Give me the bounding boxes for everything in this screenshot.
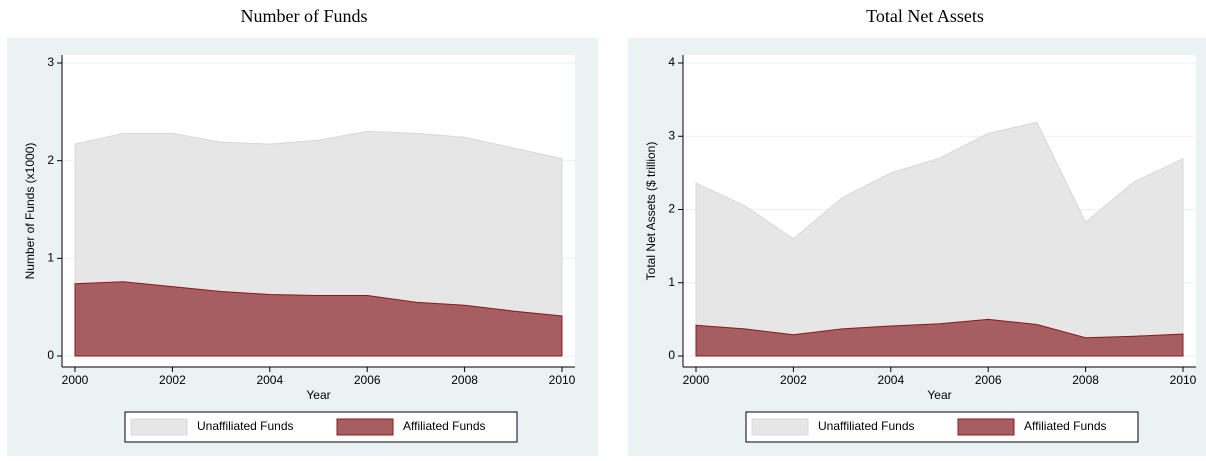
y-axis-label: Number of Funds (x1000) <box>23 143 37 280</box>
legend-label: Unaffiliated Funds <box>818 419 915 433</box>
legend-swatch <box>957 418 1015 436</box>
y-tick-label: 1 <box>47 251 54 265</box>
legend-swatch <box>130 418 188 436</box>
legend-swatch <box>336 418 394 436</box>
y-tick-label: 0 <box>668 348 675 362</box>
x-tick-label: 2000 <box>683 373 710 387</box>
y-tick-label: 3 <box>47 55 54 69</box>
x-tick-label: 2004 <box>256 373 283 387</box>
x-tick-label: 2006 <box>975 373 1002 387</box>
x-axis-label: Year <box>306 388 330 402</box>
legend-label: Affiliated Funds <box>1024 419 1107 433</box>
area <box>695 318 1184 357</box>
x-tick-label: 2004 <box>877 373 904 387</box>
legend-label: Affiliated Funds <box>403 419 486 433</box>
y-tick-label: 0 <box>47 348 54 362</box>
y-axis-label: Total Net Assets ($ trillion) <box>644 142 658 281</box>
y-tick-label: 2 <box>47 153 54 167</box>
y-tick-label: 2 <box>668 202 675 216</box>
x-tick-label: 2010 <box>1170 373 1197 387</box>
chart-title: Total Net Assets <box>866 6 984 26</box>
x-axis-label: Year <box>927 388 951 402</box>
x-tick-label: 2002 <box>780 373 807 387</box>
area <box>695 121 1184 357</box>
x-tick-label: 2010 <box>549 373 576 387</box>
x-tick-label: 2008 <box>451 373 478 387</box>
x-tick-label: 2002 <box>159 373 186 387</box>
x-tick-label: 2000 <box>62 373 89 387</box>
legend <box>745 411 1139 443</box>
x-tick-label: 2006 <box>354 373 381 387</box>
legend-swatch <box>751 418 809 436</box>
area <box>74 281 563 357</box>
y-tick-label: 1 <box>668 275 675 289</box>
y-tick-label: 3 <box>668 128 675 142</box>
legend-label: Unaffiliated Funds <box>197 419 294 433</box>
legend <box>124 411 518 443</box>
chart-title: Number of Funds <box>241 6 368 26</box>
x-tick-label: 2008 <box>1072 373 1099 387</box>
y-tick-label: 4 <box>668 55 675 69</box>
